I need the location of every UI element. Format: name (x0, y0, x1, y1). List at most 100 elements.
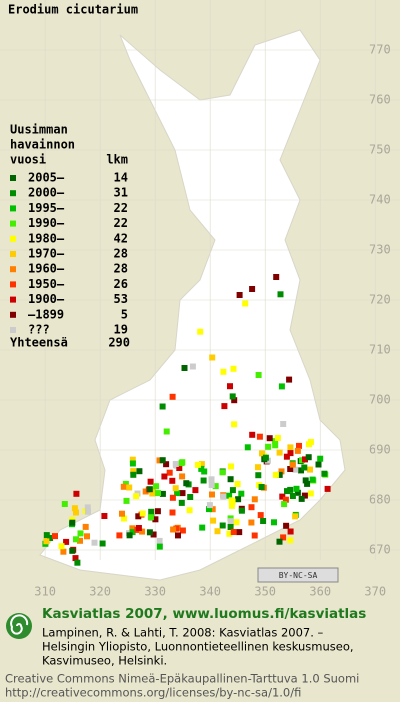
observation-dot (220, 368, 227, 375)
observation-dot (91, 539, 98, 546)
observation-dot (183, 480, 190, 487)
legend-label: 1970– (28, 247, 65, 261)
observation-dot (206, 506, 212, 513)
legend-swatch (10, 266, 16, 273)
observation-dot (187, 494, 194, 500)
observation-dot (231, 421, 238, 428)
observation-dot (71, 505, 78, 512)
legend-swatch (10, 190, 16, 197)
observation-dot (63, 538, 70, 545)
observation-dot (129, 456, 136, 463)
observation-dot (265, 443, 272, 450)
observation-dot (189, 363, 196, 370)
observation-dot (231, 397, 238, 404)
observation-dot (271, 519, 277, 526)
observation-dot (324, 485, 331, 492)
legend-label: ??? (28, 323, 50, 337)
observation-dot (315, 461, 322, 468)
observation-dot (272, 471, 279, 478)
observation-dot (260, 518, 267, 524)
y-tick-label: 670 (369, 543, 391, 557)
observation-dot (227, 476, 234, 483)
observation-dot (210, 517, 217, 524)
observation-dot (255, 372, 262, 378)
observation-dot (274, 435, 281, 441)
observation-dot (289, 493, 296, 499)
x-tick-label: 350 (254, 585, 276, 599)
observation-dot (276, 449, 283, 456)
observation-dot (73, 509, 79, 516)
observation-dot (201, 468, 208, 475)
observation-dot (228, 502, 235, 509)
license: Creative Commons Nimeä-Epäkaupallinen-Ta… (5, 672, 359, 686)
observation-dot (139, 510, 146, 517)
observation-dot (230, 529, 237, 535)
observation-dot (173, 525, 180, 532)
observation-dot (234, 481, 241, 487)
observation-dot (156, 457, 163, 464)
observation-dot (58, 543, 65, 550)
observation-dot (170, 526, 177, 533)
observation-dot (136, 468, 143, 475)
observation-dot (307, 466, 313, 473)
observation-dot (121, 515, 127, 522)
legend-label: 1900– (28, 292, 65, 306)
observation-dot (227, 383, 233, 390)
observation-dot (156, 537, 163, 544)
legend-count: 28 (114, 262, 128, 276)
observation-dot (279, 493, 286, 500)
observation-dot (301, 492, 308, 499)
observation-dot (307, 490, 314, 497)
observation-dot (178, 499, 185, 506)
observation-dot (159, 490, 166, 497)
observation-dot (212, 483, 219, 490)
logo (6, 613, 32, 639)
observation-dot (220, 493, 227, 500)
legend-label: 1950– (28, 277, 65, 291)
legend-count: 5 (121, 307, 128, 321)
observation-dot (287, 528, 294, 535)
observation-dot (289, 461, 296, 468)
observation-dot (156, 543, 163, 550)
observation-dot (229, 487, 236, 494)
observation-dot (99, 540, 106, 547)
observation-dot (181, 365, 188, 371)
observation-dot (227, 518, 234, 525)
legend-count: 22 (114, 216, 128, 230)
legend-label: 1980– (28, 231, 65, 245)
observation-dot (228, 463, 234, 470)
observation-dot (120, 483, 127, 490)
x-tick-label: 360 (309, 585, 331, 599)
legend-label: –1899 (28, 307, 64, 321)
observation-dot (172, 485, 179, 492)
observation-dot (73, 536, 79, 543)
observation-dot (47, 535, 54, 541)
observation-dot (147, 478, 154, 485)
observation-dot (209, 491, 215, 498)
legend-label: 1995– (28, 201, 65, 215)
y-tick-label: 700 (369, 393, 391, 407)
legend: 2005– 14 2000– 31 1995– 22 1990– 22 1980– 42 1970–… (10, 171, 128, 337)
observation-dot (197, 328, 204, 335)
observation-dot (101, 513, 108, 519)
observation-dot (284, 488, 290, 495)
observation-dot (69, 547, 76, 554)
observation-dot (272, 442, 279, 449)
y-tick-label: 720 (369, 293, 391, 307)
observation-dot (169, 477, 176, 484)
observation-dot (129, 525, 136, 532)
observation-dot (280, 421, 287, 427)
observation-dot (198, 461, 205, 468)
observation-dot (174, 490, 181, 497)
total-label: Yhteensä (10, 336, 68, 350)
observation-dot (84, 504, 91, 511)
observation-dot (130, 471, 137, 478)
observation-dot (278, 383, 285, 390)
license: http://creativecommons.org/licenses/by-n… (5, 686, 301, 700)
observation-dot (302, 477, 309, 484)
observation-dot (84, 533, 90, 540)
observation-dot (282, 496, 289, 503)
y-tick-label: 770 (369, 43, 391, 57)
citation: Helsingin Yliopisto, Luonnontieteellinen… (42, 640, 354, 654)
